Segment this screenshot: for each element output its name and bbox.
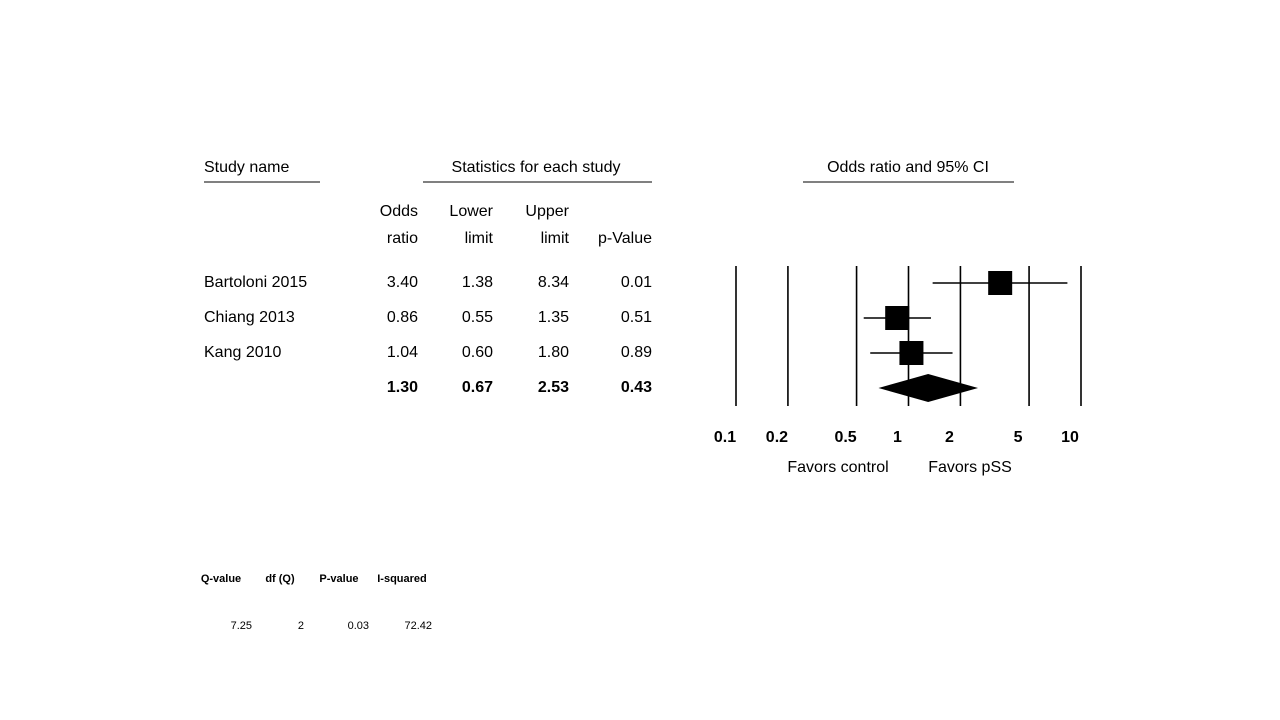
heterogeneity-header: I-squared	[377, 573, 427, 585]
heterogeneity-value: 72.42	[404, 620, 432, 632]
stat-value: 1.38	[461, 274, 493, 291]
stat-value: 1.35	[537, 309, 569, 326]
stat-value: 1.30	[386, 379, 418, 396]
heterogeneity-header: P-value	[319, 573, 359, 585]
stat-value: 0.01	[620, 274, 652, 291]
column-header: Upper limit	[525, 203, 569, 247]
stat-value: 0.89	[620, 344, 652, 361]
summary-diamond	[878, 374, 979, 402]
stat-value: 8.34	[537, 274, 569, 291]
stat-value: 1.80	[537, 344, 569, 361]
stat-value: 0.67	[461, 379, 493, 396]
heterogeneity-header: df (Q)	[265, 573, 295, 585]
stat-value: 0.43	[620, 379, 652, 396]
stat-value: 0.60	[461, 344, 493, 361]
x-tick-label: 0.5	[834, 429, 856, 446]
stat-value: 3.40	[386, 274, 418, 291]
point-estimate	[988, 271, 1013, 295]
x-tick-label: 0.2	[766, 429, 788, 446]
column-header: Odds ratio	[379, 203, 418, 247]
study-header: Study name	[204, 159, 290, 176]
heterogeneity-value: 0.03	[347, 620, 369, 632]
study-name: Kang 2010	[204, 344, 282, 361]
favors-right: Favors pSS	[928, 459, 1012, 476]
chart-title: Odds ratio and 95% CI	[827, 159, 989, 176]
stat-value: 0.86	[386, 309, 418, 326]
stat-value: 2.53	[537, 379, 569, 396]
stat-value: 0.51	[620, 309, 652, 326]
x-tick-label: 1	[893, 429, 902, 446]
heterogeneity-value: 7.25	[230, 620, 252, 632]
x-tick-label: 5	[1014, 429, 1023, 446]
point-estimate	[885, 306, 910, 330]
stat-value: 1.04	[386, 344, 418, 361]
column-header: p-Value	[598, 230, 652, 247]
stats-header: Statistics for each study	[451, 159, 621, 176]
point-estimate	[899, 341, 924, 365]
heterogeneity-value: 2	[297, 620, 304, 632]
study-name: Bartoloni 2015	[204, 274, 308, 291]
column-header: Lower limit	[449, 203, 493, 247]
study-name: Chiang 2013	[204, 309, 295, 326]
x-tick-label: 10	[1061, 429, 1079, 446]
stat-value: 0.55	[461, 309, 493, 326]
x-tick-label: 2	[945, 429, 954, 446]
heterogeneity-header: Q-value	[200, 573, 242, 585]
favors-left: Favors control	[787, 459, 889, 476]
x-tick-label: 0.1	[714, 429, 736, 446]
